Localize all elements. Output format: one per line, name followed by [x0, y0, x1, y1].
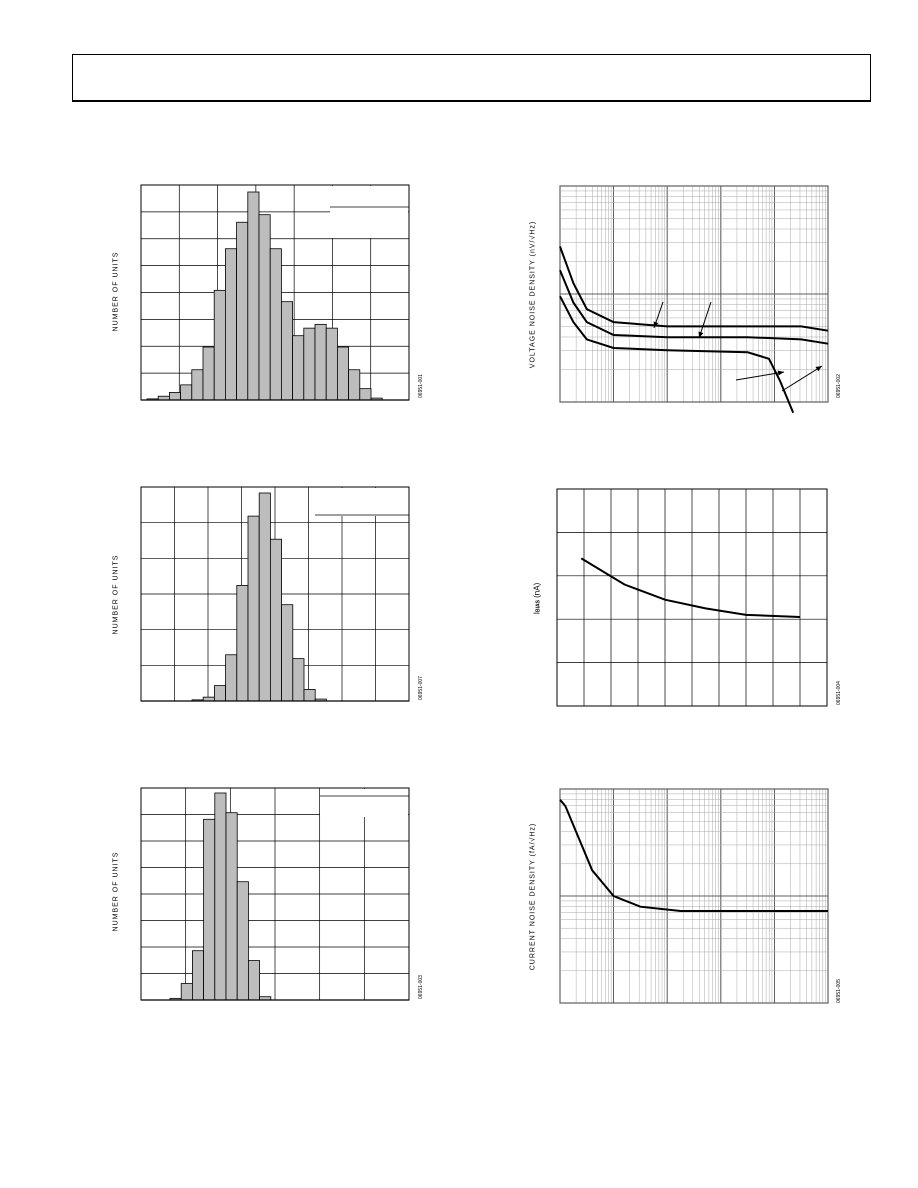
- hist1-bar: [258, 214, 271, 401]
- hist3-bar: [191, 950, 204, 1001]
- hist3-bar: [236, 881, 249, 1001]
- vnoise-arrow: [781, 365, 823, 392]
- hist1-bar: [336, 346, 349, 401]
- hist1-bar: [348, 369, 361, 401]
- vnoise-arrowhead: [698, 331, 704, 338]
- hist3-bar: [247, 960, 260, 1001]
- ibias-ylabel: IBIAS (nA): [533, 574, 542, 624]
- hist1-bar: [224, 248, 237, 401]
- vnoise-arrowhead: [777, 370, 784, 376]
- hist1-bar: [191, 369, 204, 401]
- hist2-bar: [225, 654, 238, 702]
- hist1-bar: [202, 346, 215, 401]
- hist3-ylabel: NUMBER OF UNITS: [112, 851, 120, 932]
- hist1-bar: [269, 248, 282, 401]
- hist3-bar: [203, 818, 216, 1001]
- hist3-code: 06951-003: [418, 975, 424, 999]
- hist1-bar: [359, 388, 372, 401]
- ibias-ylabel-sub: BIAS: [535, 600, 542, 613]
- hist3-bar: [225, 812, 238, 1001]
- hist2-ylabel: NUMBER OF UNITS: [112, 554, 120, 635]
- vnoise-arrowhead: [653, 321, 659, 328]
- hist2-code: 06951-007: [418, 676, 424, 700]
- hist2-bar: [236, 585, 249, 702]
- hist1-bar: [303, 327, 316, 401]
- hist1-bar: [325, 327, 338, 401]
- hist1-code: 06951-001: [418, 374, 424, 398]
- vnoise-series-line: [559, 246, 829, 332]
- header-box: [72, 54, 871, 102]
- hist1-bar: [168, 392, 181, 401]
- hist3-bar: [214, 792, 227, 1001]
- hist1-ylabel: NUMBER OF UNITS: [112, 251, 120, 332]
- cnoise-series-line: [559, 799, 828, 912]
- vnoise-series-line: [559, 269, 829, 345]
- vnoise-arrow: [735, 371, 785, 381]
- hist1-bar: [247, 191, 260, 401]
- hist2-bar: [292, 658, 305, 702]
- hist2-bar: [269, 538, 282, 702]
- hist2-legend-area: [315, 488, 408, 516]
- cnoise-code: 06951-005: [836, 979, 842, 1003]
- hist1-bar: [292, 335, 305, 401]
- ibias-code: 06951-004: [836, 681, 842, 705]
- hist2-bar: [258, 492, 271, 702]
- hist2-bar: [281, 604, 294, 702]
- hist1-bar: [180, 384, 193, 401]
- hist1-bar: [280, 301, 293, 401]
- hist2-bar: [303, 689, 316, 702]
- hist3-legend-area: [320, 789, 408, 817]
- ibias-ylabel-unit: (nA): [532, 582, 542, 598]
- vnoise-ylabel: VOLTAGE NOISE DENSITY (nV/√Hz): [529, 220, 537, 369]
- hist2-bar: [213, 685, 226, 702]
- ibias-series-line: [580, 557, 801, 618]
- vnoise-code: 06951-002: [836, 374, 842, 398]
- hist3-bar: [180, 983, 193, 1001]
- hist1-bar: [314, 323, 327, 401]
- hist1-bar: [213, 289, 226, 401]
- hist1-legend-area: [330, 186, 408, 238]
- cnoise-ylabel: CURRENT NOISE DENSITY (fA/√Hz): [529, 822, 537, 971]
- vnoise-arrowhead: [815, 366, 822, 372]
- hist1-bar: [236, 221, 249, 401]
- vnoise-arrow: [698, 301, 712, 339]
- hist2-bar: [247, 515, 260, 702]
